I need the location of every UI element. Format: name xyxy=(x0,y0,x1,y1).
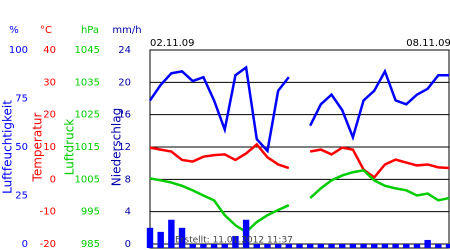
axis-unit: mm/h xyxy=(112,25,141,36)
y-tick-label: 8 xyxy=(125,174,131,185)
precip-bar xyxy=(349,244,357,248)
y-tick-label: 100 xyxy=(9,45,28,56)
precip-bar xyxy=(242,219,250,248)
precip-bar xyxy=(253,244,260,248)
footer: Erstellt: 11.01.2012 11:37 xyxy=(175,236,293,246)
y-tick-label: 1045 xyxy=(75,45,100,56)
precip-bar xyxy=(168,219,175,248)
precip-bar xyxy=(157,231,164,248)
series-line xyxy=(309,146,450,180)
precip-bar xyxy=(285,244,293,248)
y-tick-label: 1035 xyxy=(75,77,100,88)
series-line xyxy=(148,65,290,154)
precip-bar xyxy=(232,235,239,248)
axis-label: Luftfeuchtigkeit xyxy=(1,100,15,194)
y-tick-label: 4 xyxy=(125,207,131,218)
precip-bar xyxy=(178,227,186,248)
precip-bar xyxy=(339,244,346,248)
y-tick-label: 30 xyxy=(43,77,56,88)
precip-bar xyxy=(403,244,410,248)
axis-unit: % xyxy=(9,25,19,36)
y-tick-label: 24 xyxy=(118,45,131,56)
y-tick-label: -20 xyxy=(40,239,56,250)
y-tick-label: 25 xyxy=(15,191,28,202)
y-tick-label: 0 xyxy=(22,239,28,250)
precip-bar xyxy=(424,239,431,248)
y-tick-label: 20 xyxy=(118,77,131,88)
y-tick-label: 10 xyxy=(43,142,56,153)
precip-bar xyxy=(200,244,207,248)
precip-bar xyxy=(189,244,196,248)
precip-bar xyxy=(146,227,154,248)
y-tick-label: 50 xyxy=(15,142,28,153)
precip-bar xyxy=(221,244,228,248)
precip-bar xyxy=(413,244,421,248)
precip-bar xyxy=(296,244,303,248)
precip-bar xyxy=(392,244,399,248)
precip-bar xyxy=(264,244,271,248)
precip-bar xyxy=(360,244,367,248)
y-tick-label: 16 xyxy=(118,110,131,121)
axis-unit: hPa xyxy=(81,25,99,36)
series-line xyxy=(309,68,449,142)
y-tick-label: 985 xyxy=(81,239,100,250)
precip-bar xyxy=(306,244,314,248)
series-line xyxy=(309,168,450,202)
precip-bar xyxy=(371,244,378,248)
x-tick-label: 02.11.09 xyxy=(150,38,195,49)
y-tick-label: 995 xyxy=(81,207,100,218)
series-line xyxy=(149,177,290,234)
series-line xyxy=(149,142,290,170)
y-tick-label: 1015 xyxy=(75,142,100,153)
precip-bar xyxy=(274,244,282,248)
precip-bar xyxy=(210,244,218,248)
y-tick-label: 0 xyxy=(125,239,131,250)
x-tick-label: 08.11.09 xyxy=(406,38,450,49)
y-tick-label: 1025 xyxy=(75,110,100,121)
y-tick-label: 0 xyxy=(50,174,56,185)
axis-unit: °C xyxy=(40,25,52,36)
precip-bar xyxy=(317,244,325,248)
axis-label: Niederschlag xyxy=(110,108,124,186)
y-tick-label: -10 xyxy=(40,207,56,218)
plot-area xyxy=(149,49,450,249)
y-tick-label: 75 xyxy=(15,94,28,105)
precip-bar xyxy=(328,244,335,248)
precip-bar xyxy=(435,244,442,248)
y-tick-label: 1005 xyxy=(75,174,100,185)
y-tick-label: 40 xyxy=(43,45,56,56)
precip-bar xyxy=(381,244,389,248)
y-tick-label: 12 xyxy=(118,142,131,153)
axis-label: Temperatur xyxy=(31,112,45,182)
axis-label: Luftdruck xyxy=(63,119,77,176)
y-tick-label: 20 xyxy=(43,110,56,121)
precip-bar xyxy=(445,244,450,248)
